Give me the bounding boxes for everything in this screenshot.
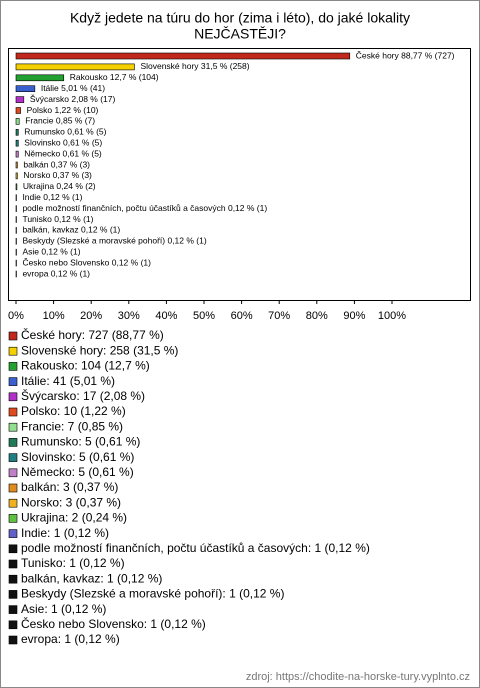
data-label: balkán 0,37 % (3): [23, 159, 90, 169]
legend-label: Polsko: 10 (1,22 %): [21, 404, 126, 418]
data-label: Itálie 5,01 % (41): [41, 83, 105, 93]
legend-swatch: [8, 422, 18, 432]
x-tick-label: 20%: [80, 310, 102, 322]
legend-label: Slovenské hory: 258 (31,5 %): [21, 343, 178, 357]
legend-swatch: [8, 574, 18, 584]
data-label: Švýcarsko 2,08 % (17): [30, 94, 116, 104]
legend-swatch: [8, 529, 18, 538]
bar: [15, 172, 18, 180]
data-label: České hory 88,77 % (727): [356, 50, 455, 60]
legend-swatch: [8, 407, 18, 417]
x-tick-label: 10%: [43, 310, 65, 322]
legend-label: Švýcarsko: 17 (2,08 %): [21, 388, 145, 403]
legend-swatch: [8, 377, 18, 386]
x-tick-label: 80%: [306, 310, 328, 322]
legend-swatch: [8, 544, 18, 554]
legend-label: Indie: 1 (0,12 %): [21, 526, 109, 540]
legend-swatch: [8, 468, 18, 478]
data-label: Rakousko 12,7 % (104): [70, 72, 159, 82]
x-tick-label: 90%: [343, 310, 365, 322]
data-label: Polsko 1,22 % (10): [27, 105, 99, 115]
bar: [15, 139, 19, 147]
data-label: Rumunsko 0,61 % (5): [24, 127, 106, 137]
bar: [15, 74, 65, 82]
legend-label: podle možností finančních, počtu účastík…: [21, 541, 370, 555]
chart-title: NEJČASTĚJI?: [194, 26, 286, 42]
bar: [15, 63, 135, 71]
bar: [15, 150, 19, 158]
source: zdroj: https://chodite-na-horske-tury.vy…: [246, 671, 470, 683]
data-label: Česko nebo Slovensko 0,12 % (1): [22, 257, 151, 267]
legend-label: Tunisko: 1 (0,12 %): [21, 556, 125, 570]
legend-swatch: [8, 483, 18, 493]
legend-label: Beskydy (Slezské a moravské pohoří): 1 (…: [21, 587, 284, 601]
legend-label: Rakousko: 104 (12,7 %): [21, 359, 150, 373]
data-label: Asie 0,12 % (1): [22, 246, 80, 256]
legend-swatch: [8, 453, 18, 462]
x-tick-label: 30%: [118, 310, 140, 322]
bar: [15, 107, 21, 114]
bar: [15, 183, 18, 191]
bar: [15, 52, 351, 60]
bar: [15, 85, 36, 92]
data-label: Slovenské hory 31,5 % (258): [140, 61, 249, 71]
data-label: Norsko 0,37 % (3): [23, 170, 92, 180]
legend-label: Česko nebo Slovensko: 1 (0,12 %): [21, 616, 206, 631]
legend-swatch: [8, 620, 18, 630]
legend-label: Francie: 7 (0,85 %): [21, 419, 123, 433]
plot-area: [8, 48, 471, 301]
x-tick-label: 60%: [231, 310, 253, 322]
bar: [15, 129, 19, 136]
data-label: balkán, kavkaz 0,12 % (1): [22, 225, 120, 235]
x-tick-label: 100%: [378, 310, 406, 322]
legend-swatch: [8, 605, 18, 614]
legend-label: Rumunsko: 5 (0,61 %): [21, 435, 140, 449]
legend-label: Itálie: 41 (5,01 %): [21, 374, 115, 388]
legend-label: Asie: 1 (0,12 %): [21, 602, 106, 616]
legend-label: balkán: 3 (0,37 %): [21, 480, 118, 494]
legend-swatch: [8, 498, 18, 508]
data-label: Německo 0,61 % (5): [24, 148, 102, 158]
legend-swatch: [8, 514, 18, 523]
bar: [15, 118, 20, 125]
bar: [15, 96, 25, 103]
data-label: Francie 0,85 % (7): [25, 116, 95, 126]
legend-swatch: [8, 346, 18, 356]
legend-swatch: [8, 559, 18, 569]
legend-swatch: [8, 590, 18, 599]
legend-label: Ukrajina: 2 (0,24 %): [21, 511, 127, 525]
legend-swatch: [8, 362, 18, 371]
legend-swatch: [8, 635, 18, 645]
data-label: Indie 0,12 % (1): [22, 192, 82, 202]
legend-swatch: [8, 392, 18, 402]
x-tick-label: 70%: [268, 310, 290, 322]
x-tick-label: 40%: [155, 310, 177, 322]
legend-label: České hory: 727 (88,77 %): [21, 327, 164, 342]
legend-label: balkán, kavkaz: 1 (0,12 %): [21, 571, 162, 585]
data-label: Ukrajina 0,24 % (2): [23, 181, 96, 191]
legend-label: Slovinsko: 5 (0,61 %): [21, 450, 134, 464]
data-label: Tunisko 0,12 % (1): [22, 214, 93, 224]
legend-label: Německo: 5 (0,61 %): [21, 465, 134, 479]
legend-swatch: [8, 331, 18, 341]
data-label: Beskydy (Slezské a moravské pohoří) 0,12…: [22, 236, 206, 246]
data-label: evropa 0,12 % (1): [22, 268, 90, 278]
x-tick-label: 0%: [8, 310, 24, 322]
bar: [15, 161, 18, 169]
data-label: Slovinsko 0,61 % (5): [24, 137, 102, 147]
legend-label: evropa: 1 (0,12 %): [21, 632, 120, 646]
legend-swatch: [8, 438, 18, 447]
x-tick-label: 50%: [193, 310, 215, 322]
chart-title: Když jedete na túru do hor (zima i léto)…: [70, 10, 410, 26]
legend-label: Norsko: 3 (0,37 %): [21, 495, 121, 509]
data-label: podle možností finančních, počtu účastík…: [22, 203, 267, 213]
